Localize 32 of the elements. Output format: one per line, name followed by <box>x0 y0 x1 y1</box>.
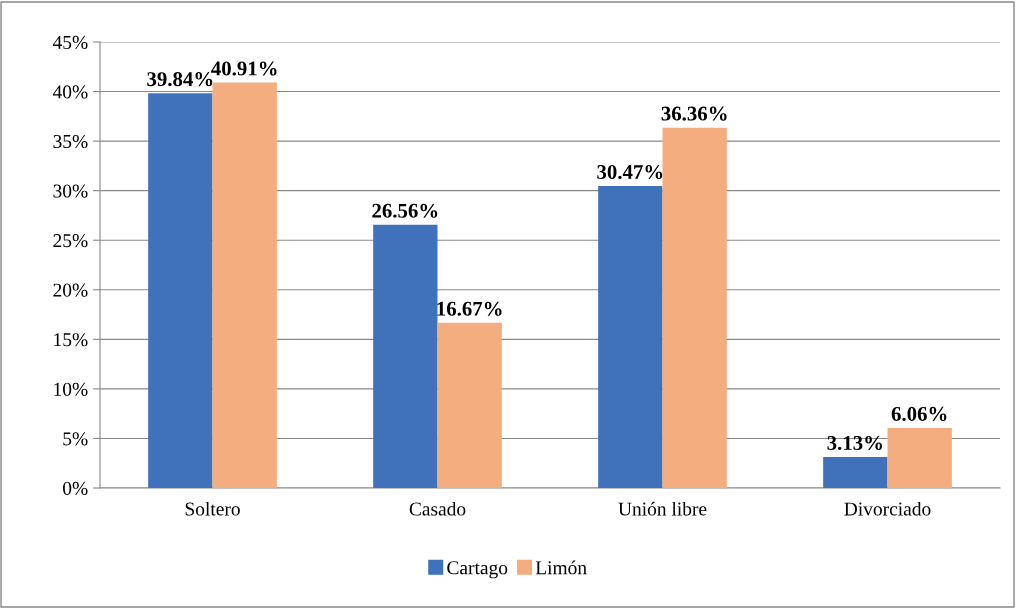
bar <box>887 427 952 488</box>
y-tick-label: 5% <box>63 432 88 446</box>
data-label: 40.91% <box>211 61 277 76</box>
bar <box>823 456 888 488</box>
y-tick-label: 20% <box>53 283 88 297</box>
bar <box>598 186 663 488</box>
x-tick-label: Soltero <box>185 501 240 516</box>
legend-label: Cartago <box>447 561 508 579</box>
data-label: 16.67% <box>437 301 502 316</box>
data-label: 36.36% <box>661 106 727 121</box>
legend-label: Limón <box>535 560 587 575</box>
x-tick-label: Casado <box>409 501 466 516</box>
data-label: 30.47% <box>597 164 663 180</box>
y-tick-label: 30% <box>53 184 88 198</box>
data-label: 39.84% <box>147 72 213 87</box>
bar <box>373 224 438 488</box>
x-tick-label: Unión libre <box>618 501 707 516</box>
y-tick-label: 15% <box>54 333 88 347</box>
y-tick-label: 25% <box>53 234 88 248</box>
data-label: 3.13% <box>827 435 883 451</box>
bar <box>212 82 277 488</box>
y-tick-label: 10% <box>54 382 88 396</box>
x-tick-label: Divorciado <box>844 501 931 516</box>
bar <box>662 127 727 488</box>
bar <box>148 93 213 488</box>
data-label: 6.06% <box>891 406 947 422</box>
y-tick-label: 0% <box>63 481 88 495</box>
data-label: 26.56% <box>372 203 438 218</box>
bar <box>437 322 502 488</box>
y-tick-label: 35% <box>53 134 88 149</box>
y-tick-label: 40% <box>52 85 88 99</box>
y-tick-label: 45% <box>52 35 88 49</box>
